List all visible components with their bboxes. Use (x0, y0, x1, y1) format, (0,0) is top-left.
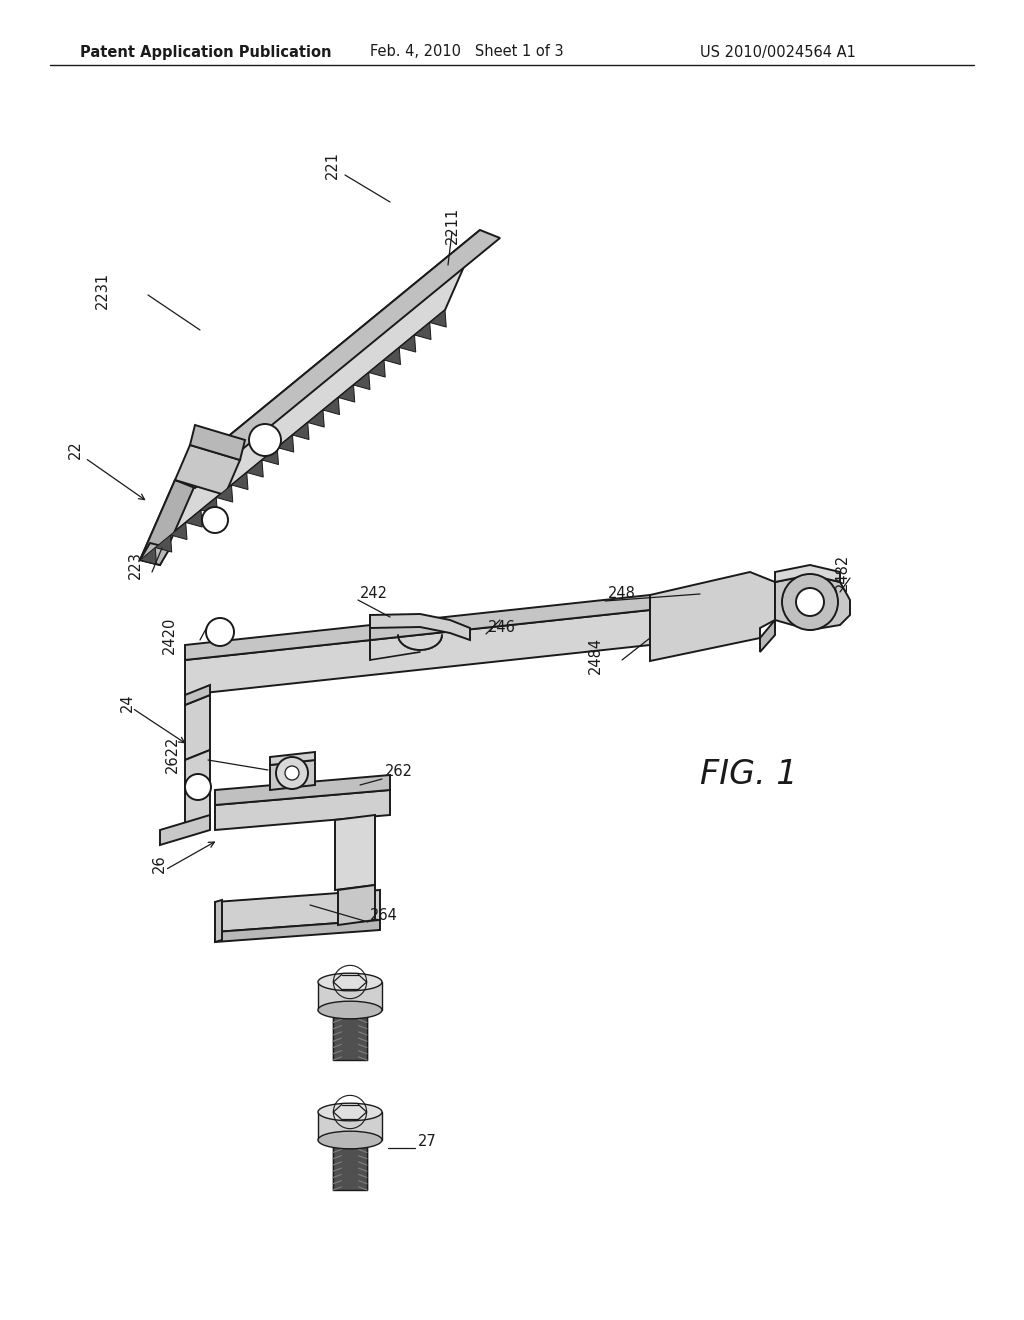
Polygon shape (175, 445, 240, 495)
Polygon shape (760, 620, 775, 652)
Text: 2420: 2420 (162, 616, 177, 653)
Text: 242: 242 (360, 586, 388, 602)
Text: 27: 27 (418, 1134, 437, 1150)
Polygon shape (323, 397, 340, 414)
Text: 24: 24 (120, 694, 135, 713)
Text: FIG. 1: FIG. 1 (700, 759, 798, 792)
Polygon shape (140, 543, 170, 565)
Polygon shape (353, 372, 370, 389)
Text: 246: 246 (488, 619, 516, 635)
Polygon shape (247, 459, 263, 477)
Polygon shape (650, 572, 775, 661)
Polygon shape (338, 884, 375, 925)
Ellipse shape (318, 1104, 382, 1121)
Polygon shape (201, 498, 217, 515)
Polygon shape (215, 890, 380, 932)
Text: 22: 22 (68, 441, 83, 459)
Text: Feb. 4, 2010   Sheet 1 of 3: Feb. 4, 2010 Sheet 1 of 3 (370, 45, 563, 59)
Text: 262: 262 (385, 764, 413, 780)
Polygon shape (215, 920, 380, 942)
Polygon shape (215, 789, 390, 830)
Text: 264: 264 (370, 908, 398, 924)
Polygon shape (175, 230, 500, 488)
Polygon shape (370, 614, 470, 640)
Polygon shape (308, 411, 325, 428)
Polygon shape (215, 775, 390, 805)
Polygon shape (216, 484, 232, 502)
Polygon shape (270, 760, 315, 789)
Circle shape (249, 424, 281, 455)
Polygon shape (185, 685, 210, 705)
Polygon shape (430, 310, 446, 327)
Polygon shape (318, 1111, 382, 1140)
Polygon shape (160, 814, 210, 845)
Circle shape (796, 587, 824, 616)
Polygon shape (262, 447, 279, 465)
Text: 223: 223 (128, 550, 143, 579)
Circle shape (202, 507, 228, 533)
Polygon shape (333, 1140, 367, 1191)
Polygon shape (140, 548, 157, 565)
Polygon shape (231, 473, 248, 490)
Polygon shape (190, 425, 245, 459)
Text: 26: 26 (152, 854, 167, 874)
Polygon shape (140, 480, 195, 565)
Polygon shape (775, 576, 850, 630)
Polygon shape (293, 422, 309, 440)
Ellipse shape (318, 1131, 382, 1148)
Polygon shape (270, 752, 315, 766)
Polygon shape (384, 347, 400, 364)
Polygon shape (185, 696, 210, 760)
Text: 2622: 2622 (165, 735, 180, 772)
Ellipse shape (318, 973, 382, 991)
Polygon shape (185, 510, 203, 527)
Circle shape (782, 574, 838, 630)
Polygon shape (775, 565, 840, 582)
Polygon shape (335, 814, 375, 890)
Polygon shape (318, 982, 382, 1010)
Polygon shape (215, 900, 222, 942)
Text: 221: 221 (325, 150, 340, 180)
Ellipse shape (318, 1001, 382, 1019)
Circle shape (276, 756, 308, 789)
Text: 248: 248 (608, 586, 636, 602)
Text: 2231: 2231 (95, 272, 110, 309)
Polygon shape (185, 610, 650, 696)
Text: US 2010/0024564 A1: US 2010/0024564 A1 (700, 45, 856, 59)
Polygon shape (171, 523, 187, 540)
Polygon shape (333, 1010, 367, 1060)
Polygon shape (140, 230, 480, 560)
Polygon shape (278, 436, 294, 451)
Polygon shape (185, 750, 210, 830)
Polygon shape (399, 335, 416, 352)
Polygon shape (185, 595, 650, 660)
Polygon shape (338, 385, 354, 403)
Circle shape (285, 766, 299, 780)
Polygon shape (415, 322, 431, 339)
Circle shape (206, 618, 234, 645)
Text: 2482: 2482 (835, 553, 850, 590)
Circle shape (185, 774, 211, 800)
Text: Patent Application Publication: Patent Application Publication (80, 45, 332, 59)
Polygon shape (369, 360, 385, 378)
Text: 2484: 2484 (588, 636, 603, 673)
Polygon shape (156, 535, 172, 552)
Text: 2211: 2211 (445, 206, 460, 244)
